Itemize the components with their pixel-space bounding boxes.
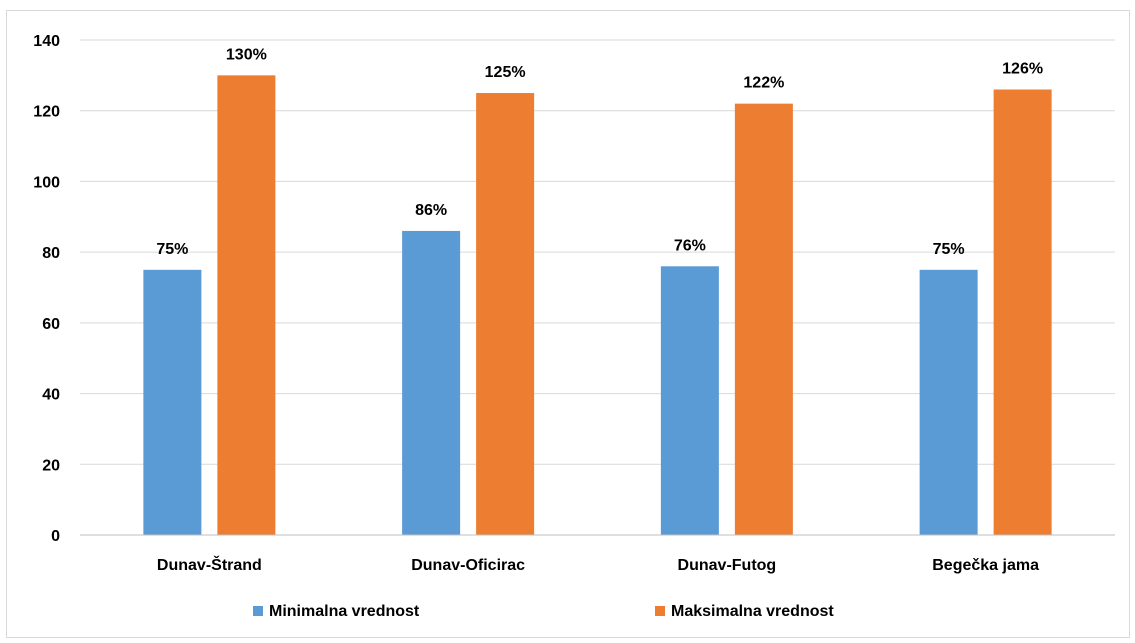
legend-label: Maksimalna vrednost [671,603,834,620]
y-tick-label: 20 [42,457,60,474]
bar-min [143,269,202,535]
bar-min [660,266,719,535]
legend-swatch [655,606,665,616]
bar-min [402,230,461,535]
bar-max [993,89,1052,535]
y-tick-label: 100 [33,174,60,191]
y-tick-label: 140 [33,33,60,50]
bar-max [217,75,276,535]
y-tick-label: 120 [33,104,60,121]
bar-max [734,103,793,536]
legend-label: Minimalna vrednost [269,603,420,620]
data-label: 86% [415,202,447,219]
legend-swatch [253,606,263,616]
data-label: 75% [156,241,188,258]
x-tick-label: Dunav-Oficirac [411,557,525,574]
y-tick-label: 0 [51,528,60,545]
y-tick-label: 60 [42,316,60,333]
data-label: 76% [674,237,706,254]
y-tick-label: 80 [42,245,60,262]
data-label: 130% [226,46,267,63]
data-label: 122% [743,75,784,92]
x-tick-label: Dunav-Futog [678,557,777,574]
data-label: 125% [485,64,526,81]
bar-max [476,93,535,536]
data-label: 75% [933,241,965,258]
x-tick-label: Dunav-Štrand [157,555,262,574]
y-tick-label: 40 [42,387,60,404]
bar-min [919,269,978,535]
data-label: 126% [1002,61,1043,78]
x-tick-label: Begečka jama [932,557,1039,574]
